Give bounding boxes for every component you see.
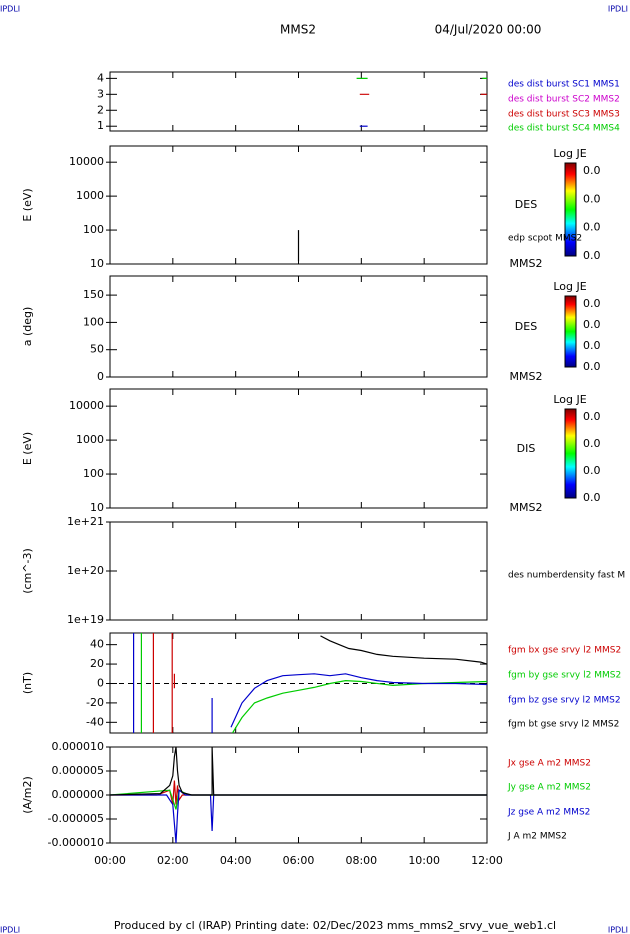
- y-axis-label: (A/m2): [21, 776, 34, 814]
- legend-entry: des dist burst SC2 MMS2: [508, 95, 620, 105]
- x-tick-label: 10:00: [408, 854, 440, 867]
- colorbar-tick-label: 0.0: [583, 249, 601, 262]
- colorbar-tick-label: 0.0: [583, 318, 601, 331]
- y-tick-label: 10: [90, 501, 104, 514]
- colorbar-tick-label: 0.0: [583, 192, 601, 205]
- y-tick-label: 20: [90, 657, 104, 670]
- y-tick-label: 100: [83, 223, 104, 236]
- corner-label: IPDLI: [0, 926, 20, 934]
- colorbar-tick-label: 0.0: [583, 464, 601, 477]
- title: MMS2: [280, 23, 316, 37]
- corner-label: IPDLI: [0, 5, 20, 14]
- y-tick-label: 0: [97, 676, 104, 689]
- y-tick-label: 4: [97, 71, 104, 84]
- corner-label: IPDLI: [608, 5, 628, 14]
- x-tick-label: 12:00: [471, 854, 503, 867]
- colorbar-tick-label: 0.0: [583, 491, 601, 504]
- y-tick-label: 1000: [76, 433, 104, 446]
- y-tick-label: 1: [97, 119, 104, 132]
- x-tick-label: 06:00: [283, 854, 315, 867]
- y-tick-label: 1000: [76, 189, 104, 202]
- legend-entry: Jx gse A m2 MMS2: [507, 759, 591, 769]
- legend-entry: J A m2 MMS2: [507, 832, 567, 842]
- y-axis-label: E (eV): [21, 188, 34, 221]
- panel-frame: [109, 521, 488, 621]
- colorbar-title: Log JE: [553, 147, 586, 160]
- y-tick-label: 10000: [69, 155, 104, 168]
- y-tick-label: 100: [83, 315, 104, 328]
- y-tick-label: 0.000005: [52, 764, 105, 777]
- y-axis-label: a (deg): [21, 307, 34, 347]
- y-tick-label: 3: [97, 87, 104, 100]
- colorbar: [564, 162, 577, 257]
- colorbar-tick-label: 0.0: [583, 221, 601, 234]
- series-line: [110, 747, 487, 796]
- y-tick-label: 2: [97, 103, 104, 116]
- x-tick-label: 04:00: [220, 854, 252, 867]
- colorbar-tick-label: 0.0: [583, 437, 601, 450]
- legend-entry: des numberdensity fast M: [508, 571, 625, 581]
- x-tick-label: 08:00: [345, 854, 377, 867]
- panel-frame: [109, 71, 488, 132]
- y-tick-label: 0: [97, 370, 104, 383]
- colorbar-tick-label: 0.0: [583, 339, 601, 352]
- panel-label: DIS: [517, 442, 536, 455]
- y-tick-label: 50: [90, 343, 104, 356]
- legend-entry: fgm bx gse srvy l2 MMS2: [508, 646, 621, 656]
- x-tick-label: 02:00: [157, 854, 189, 867]
- panel-frame: [109, 388, 488, 509]
- colorbar-title: Log JE: [553, 280, 586, 293]
- y-tick-label: 1e+20: [67, 564, 104, 577]
- legend-entry: fgm by gse srvy l2 MMS2: [508, 671, 621, 681]
- legend-entry: Jy gse A m2 MMS2: [507, 783, 591, 793]
- y-tick-label: 100: [83, 467, 104, 480]
- legend-entry: fgm bz gse srvy l2 MMS2: [508, 696, 621, 706]
- y-tick-label: 150: [83, 288, 104, 301]
- series-line: [133, 633, 487, 733]
- x-tick-label: 00:00: [94, 854, 126, 867]
- series-line: [110, 789, 487, 810]
- panel-label: DES: [515, 320, 537, 333]
- footer: Produced by cl (IRAP) Printing date: 02/…: [114, 919, 556, 932]
- panel-frame: [109, 275, 488, 378]
- y-tick-label: -0.000005: [48, 812, 104, 825]
- legend-entry: fgm bt gse srvy l2 MMS2: [508, 720, 619, 730]
- corner-label: IPDLI: [608, 926, 628, 934]
- panel-label: DES: [515, 198, 537, 211]
- y-tick-label: 0.000000: [52, 788, 105, 801]
- date: 04/Jul/2020 00:00: [435, 23, 542, 37]
- y-tick-label: 0.000010: [52, 740, 105, 753]
- legend-entry: des dist burst SC3 MMS3: [508, 110, 620, 120]
- y-tick-label: -20: [86, 696, 104, 709]
- colorbar-tick-label: 0.0: [583, 410, 601, 423]
- y-tick-label: -40: [86, 715, 104, 728]
- series-line: [110, 789, 487, 843]
- legend-entry: Jz gse A m2 MMS2: [507, 808, 590, 818]
- panel-label: MMS2: [510, 501, 543, 514]
- y-axis-label: (cm^-3): [21, 548, 34, 594]
- series-line: [152, 633, 175, 733]
- y-tick-label: 1e+19: [67, 613, 104, 626]
- colorbar: [564, 408, 577, 499]
- y-axis-label: (nT): [21, 672, 34, 694]
- legend-entry: edp scpot MMS2: [508, 234, 582, 244]
- panel-label: MMS2: [510, 257, 543, 270]
- y-tick-label: 10000: [69, 399, 104, 412]
- y-tick-label: -0.000010: [48, 836, 104, 849]
- legend-entry: des dist burst SC4 MMS4: [508, 124, 620, 134]
- colorbar-tick-label: 0.0: [583, 297, 601, 310]
- colorbar-title: Log JE: [553, 393, 586, 406]
- legend-entry: des dist burst SC1 MMS1: [508, 80, 620, 90]
- series-line: [320, 635, 487, 665]
- series-line: [110, 780, 487, 805]
- y-tick-label: 10: [90, 257, 104, 270]
- colorbar-tick-label: 0.0: [583, 360, 601, 373]
- panel-label: MMS2: [510, 370, 543, 383]
- y-tick-label: 1e+21: [67, 515, 104, 528]
- colorbar-tick-label: 0.0: [583, 164, 601, 177]
- colorbar: [564, 295, 577, 368]
- y-axis-label: E (eV): [21, 432, 34, 465]
- y-tick-label: 40: [90, 638, 104, 651]
